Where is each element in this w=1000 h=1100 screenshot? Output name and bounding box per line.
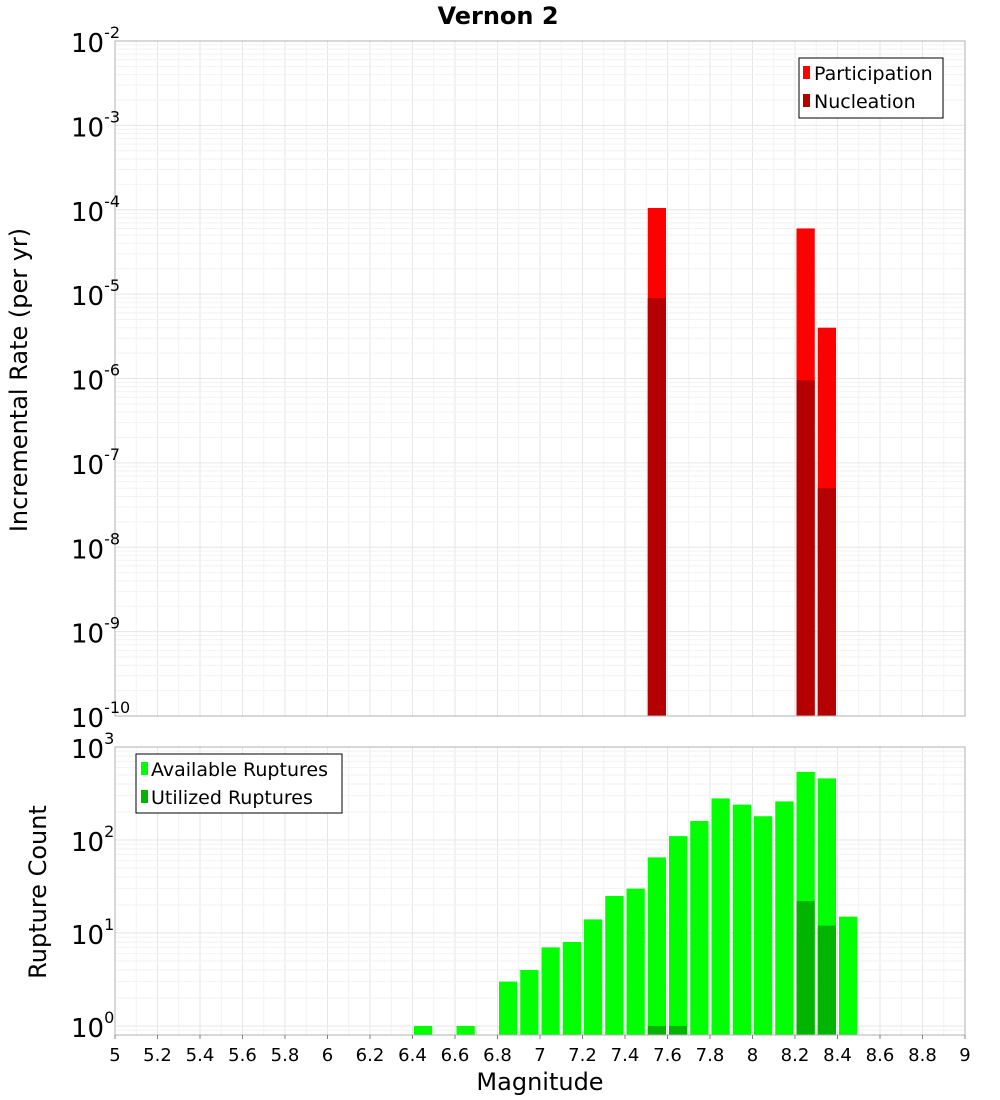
- available-ruptures-bar: [839, 916, 858, 1035]
- count-y-tick-label: 103: [71, 729, 114, 765]
- x-tick-label: 6: [322, 1045, 333, 1066]
- available-ruptures-bar: [584, 919, 603, 1035]
- available-ruptures-bar: [562, 942, 581, 1035]
- count-y-tick-label: 102: [71, 822, 114, 858]
- available-ruptures-bar: [541, 947, 560, 1035]
- rate-y-tick-label: 10-2: [71, 23, 120, 59]
- rate-y-ticks: 10-10 10-9 10-8 10-7 10-6 10-5 10-4 10-3 10-2: [71, 23, 130, 734]
- available-ruptures-bar: [626, 888, 645, 1035]
- utilized-legend-label: Utilized Ruptures: [151, 787, 313, 809]
- x-tick-label: 7: [534, 1045, 545, 1066]
- available-legend-label: Available Ruptures: [151, 759, 328, 781]
- utilized-ruptures-bar: [647, 1025, 666, 1035]
- x-tick-label: 5.8: [271, 1045, 300, 1066]
- available-ruptures-bar: [647, 857, 666, 1035]
- available-ruptures-bar: [775, 801, 794, 1035]
- nucleation-legend-label: Nucleation: [814, 91, 916, 113]
- nucleation-bar: [647, 297, 666, 716]
- count-legend-box: [135, 753, 343, 814]
- x-tick-label: 9: [959, 1045, 970, 1066]
- rate-y-axis-label: Incremental Rate (per yr): [5, 228, 33, 532]
- rate-y-tick-label: 10-3: [71, 107, 120, 143]
- available-ruptures-bar: [732, 804, 751, 1035]
- x-tick-label: 8: [747, 1045, 758, 1066]
- x-tick-label: 5: [109, 1045, 120, 1066]
- x-tick-label: 5.2: [143, 1045, 172, 1066]
- count-bars: [414, 771, 858, 1035]
- count-legend: Available Ruptures Utilized Ruptures: [135, 753, 343, 814]
- count-y-tick-label: 100: [71, 1008, 114, 1044]
- rate-y-tick-label: 10-5: [71, 276, 120, 312]
- x-axis-label: Magnitude: [476, 1068, 603, 1096]
- available-ruptures-bar: [754, 816, 773, 1035]
- x-tick-label: 6.2: [356, 1045, 385, 1066]
- x-ticks: 5 5.2 5.4 5.6 5.8 6 6.2 6.4 6.6 6.8 7 7.2 7.4 7.6 7.8 8…: [109, 1035, 971, 1066]
- utilized-ruptures-bar: [796, 901, 815, 1035]
- utilized-ruptures-bar: [669, 1025, 688, 1035]
- participation-legend-label: Participation: [814, 63, 933, 85]
- x-tick-label: 8.2: [781, 1045, 810, 1066]
- participation-legend-swatch: [803, 66, 810, 79]
- x-tick-label: 6.6: [441, 1045, 470, 1066]
- x-tick-label: 7.8: [696, 1045, 725, 1066]
- available-ruptures-bar: [711, 798, 730, 1035]
- x-tick-label: 8.4: [823, 1045, 852, 1066]
- available-ruptures-bar: [690, 821, 709, 1035]
- available-ruptures-bar: [605, 895, 624, 1035]
- x-tick-label: 7.4: [611, 1045, 640, 1066]
- available-ruptures-bar: [456, 1025, 475, 1035]
- count-y-ticks: 100 101 102 103: [71, 729, 114, 1044]
- x-tick-label: 5.6: [228, 1045, 257, 1066]
- available-ruptures-bar: [669, 836, 688, 1035]
- available-ruptures-bar: [414, 1025, 433, 1035]
- rate-plot-frame: [114, 40, 966, 717]
- rate-y-tick-label: 10-6: [71, 361, 120, 397]
- x-tick-label: 8.6: [866, 1045, 895, 1066]
- x-tick-label: 6.8: [483, 1045, 512, 1066]
- count-y-axis-label: Rupture Count: [24, 805, 52, 979]
- utilized-ruptures-bar: [817, 925, 836, 1035]
- chart-title: Vernon 2: [437, 2, 558, 30]
- rate-y-tick-label: 10-7: [71, 445, 120, 481]
- nucleation-legend-swatch: [803, 94, 810, 107]
- count-y-tick-label: 101: [71, 915, 114, 951]
- rate-bars: [647, 207, 836, 716]
- x-tick-label: 8.8: [908, 1045, 937, 1066]
- available-ruptures-bar: [499, 981, 518, 1035]
- rate-panel: 10-10 10-9 10-8 10-7 10-6 10-5 10-4 10-3 10-2 In…: [5, 23, 966, 734]
- count-panel: 100 101 102 103 5 5.2 5.4 5.6 5.8 6 6.2 6.4 6.6 6.8 7…: [24, 729, 971, 1096]
- rate-y-tick-label: 10-4: [71, 192, 120, 228]
- rate-legend: Participation Nucleation: [798, 57, 944, 119]
- rate-y-tick-label: 10-9: [71, 614, 120, 650]
- nucleation-bar: [817, 488, 836, 716]
- utilized-legend-swatch: [141, 790, 148, 803]
- x-tick-label: 5.4: [186, 1045, 215, 1066]
- rate-y-tick-label: 10-8: [71, 529, 120, 565]
- rate-grid: [114, 40, 966, 717]
- rate-y-tick-label: 10-10: [71, 698, 130, 734]
- x-tick-label: 7.2: [568, 1045, 597, 1066]
- available-legend-swatch: [141, 762, 148, 775]
- rate-legend-box: [798, 57, 944, 119]
- available-ruptures-bar: [520, 969, 539, 1035]
- nucleation-bar: [796, 380, 815, 716]
- x-tick-label: 6.4: [398, 1045, 427, 1066]
- x-tick-label: 7.6: [653, 1045, 682, 1066]
